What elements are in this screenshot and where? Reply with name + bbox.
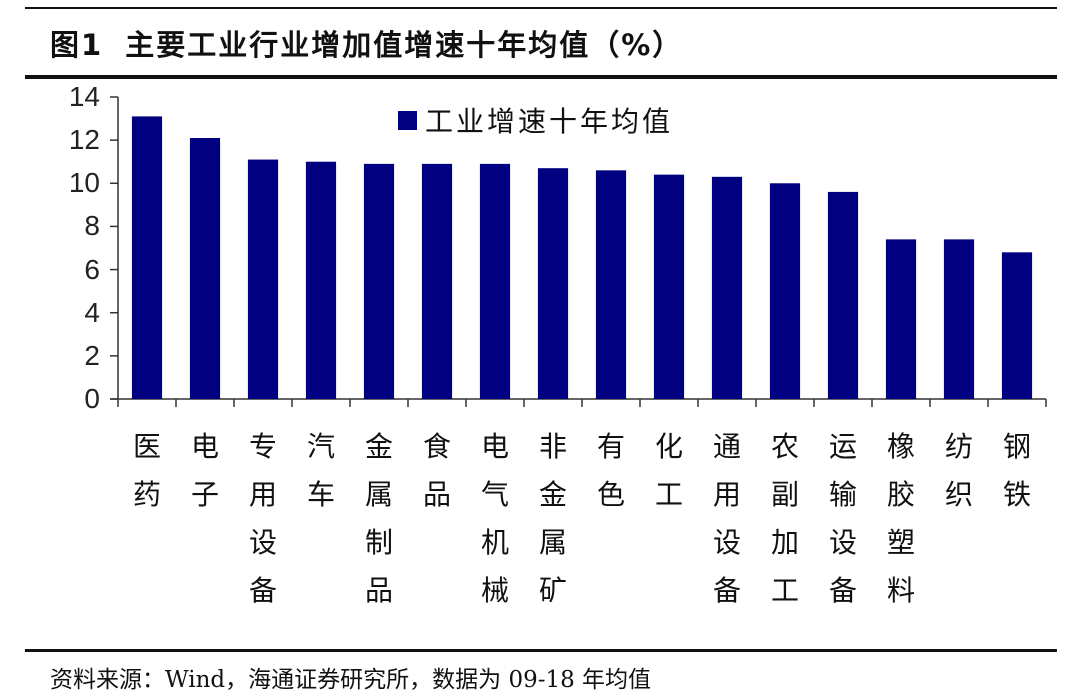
x-category-label: 医药	[132, 430, 161, 511]
bar-15	[1001, 252, 1033, 399]
y-tick-label: 6	[84, 253, 100, 285]
x-category-label: 电子	[190, 430, 219, 511]
plot-area	[110, 96, 1047, 407]
bar-13	[885, 239, 917, 399]
bar-2	[247, 159, 279, 399]
footer-rule	[25, 649, 1057, 652]
bar-1	[189, 137, 221, 399]
x-category-label: 钢铁	[1002, 430, 1031, 511]
y-tick-label: 14	[68, 81, 100, 112]
legend-label: 工业增速十年均值	[425, 105, 674, 138]
x-category-label: 电气机械	[480, 430, 509, 607]
bar-9	[653, 174, 685, 399]
bar-14	[943, 239, 975, 399]
bar-6	[479, 163, 511, 399]
bar-chart: 0 2 4 6 8 10 12 14 工业增速十年均值 医药电子专用设备汽车金属制品食品电气机…	[0, 80, 1080, 625]
x-category-label: 食品	[422, 430, 451, 511]
x-category-label: 化工	[654, 430, 683, 511]
x-category-label: 农副加工	[770, 430, 799, 607]
x-category-label: 通用设备	[712, 430, 741, 607]
x-category-label: 汽车	[306, 430, 335, 511]
x-category-label: 有色	[596, 430, 625, 511]
title-bottom-rule	[25, 75, 1057, 79]
bar-4	[363, 163, 395, 399]
x-category-label: 橡胶塑料	[886, 430, 915, 607]
x-category-label: 非金属矿	[538, 430, 567, 607]
bar-7	[537, 168, 569, 399]
bar-5	[421, 163, 453, 399]
x-category-label: 专用设备	[248, 430, 277, 607]
bar-10	[711, 176, 743, 399]
bar-11	[769, 183, 801, 399]
legend-swatch	[398, 110, 417, 130]
y-tick-label: 12	[68, 124, 100, 156]
bar-3	[305, 161, 337, 399]
chart-title: 图1 主要工业行业增加值增速十年均值（%）	[50, 22, 683, 64]
title-text: 主要工业行业增加值增速十年均值（%）	[125, 28, 684, 62]
bar-0	[131, 116, 163, 399]
legend: 工业增速十年均值	[398, 100, 673, 140]
y-tick-label: 4	[84, 296, 100, 328]
y-tick-label: 2	[84, 339, 100, 371]
y-tick-label: 8	[84, 210, 100, 242]
x-category-label: 运输设备	[828, 430, 857, 607]
x-category-label: 金属制品	[364, 430, 393, 607]
y-tick-label: 10	[68, 167, 100, 199]
figure-number: 图1	[50, 28, 104, 62]
bar-12	[827, 191, 859, 399]
x-category-label: 纺织	[944, 430, 973, 511]
bar-8	[595, 170, 627, 399]
source-note: 资料来源：Wind，海通证券研究所，数据为 09-18 年均值	[50, 667, 652, 693]
y-tick-label: 0	[84, 383, 100, 414]
top-rule	[25, 7, 1057, 9]
